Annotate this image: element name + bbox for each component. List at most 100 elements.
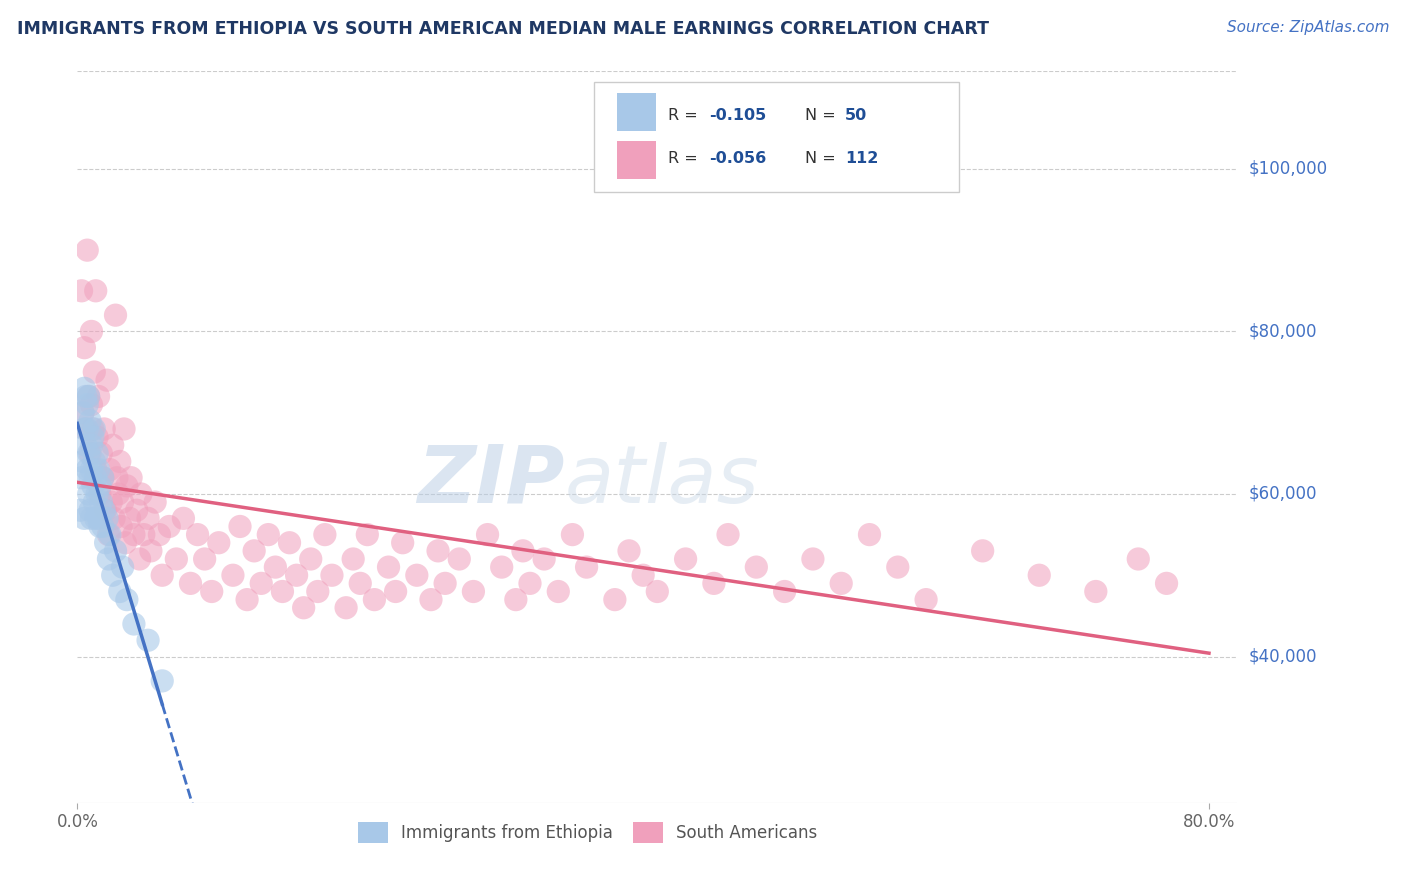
Point xyxy=(73,422,96,436)
Point xyxy=(335,600,357,615)
Point xyxy=(222,568,245,582)
Point xyxy=(84,284,107,298)
Point xyxy=(77,487,100,501)
Point xyxy=(79,471,101,485)
Point xyxy=(100,495,122,509)
Text: Source: ZipAtlas.com: Source: ZipAtlas.com xyxy=(1226,20,1389,35)
Text: 112: 112 xyxy=(845,151,879,166)
Text: -0.105: -0.105 xyxy=(710,108,766,123)
Point xyxy=(101,568,124,582)
Point xyxy=(89,479,111,493)
Point xyxy=(75,438,97,452)
Point xyxy=(104,544,127,558)
Text: 50: 50 xyxy=(845,108,868,123)
Point xyxy=(101,438,124,452)
Point xyxy=(98,462,121,476)
Point xyxy=(745,560,768,574)
Point xyxy=(150,673,173,688)
Point xyxy=(83,454,105,468)
Point xyxy=(1084,584,1107,599)
Point xyxy=(72,406,94,420)
Point xyxy=(96,511,118,525)
Point xyxy=(363,592,385,607)
Point xyxy=(773,584,796,599)
Point xyxy=(165,552,187,566)
Point xyxy=(236,592,259,607)
Point xyxy=(82,479,104,493)
Point xyxy=(105,471,128,485)
Point xyxy=(285,568,308,582)
Point xyxy=(463,584,485,599)
Point xyxy=(80,462,103,476)
Point xyxy=(122,527,145,541)
Point xyxy=(519,576,541,591)
Point xyxy=(73,381,96,395)
Point xyxy=(150,568,173,582)
Text: -0.056: -0.056 xyxy=(710,151,766,166)
Point xyxy=(104,308,127,322)
Point xyxy=(89,519,111,533)
Point xyxy=(617,544,640,558)
Point xyxy=(179,576,201,591)
Point xyxy=(292,600,315,615)
Point xyxy=(93,422,115,436)
Text: R =: R = xyxy=(668,151,703,166)
Point xyxy=(103,511,125,525)
Point xyxy=(80,438,103,452)
Point xyxy=(157,519,180,533)
Point xyxy=(561,527,583,541)
Point xyxy=(87,462,110,476)
Point xyxy=(76,398,98,412)
Point xyxy=(87,511,110,525)
Point xyxy=(717,527,740,541)
Point xyxy=(80,398,103,412)
Point xyxy=(278,535,301,549)
Point xyxy=(356,527,378,541)
Point xyxy=(377,560,399,574)
Point xyxy=(82,430,104,444)
Point xyxy=(90,446,112,460)
Point xyxy=(69,503,91,517)
Point xyxy=(79,503,101,517)
Point xyxy=(91,471,114,485)
Point xyxy=(405,568,427,582)
Point xyxy=(703,576,725,591)
Point xyxy=(86,430,108,444)
Text: R =: R = xyxy=(668,108,703,123)
Point xyxy=(491,560,513,574)
Point xyxy=(434,576,457,591)
Point xyxy=(243,544,266,558)
Point xyxy=(70,471,93,485)
Point xyxy=(77,389,100,403)
Point xyxy=(229,519,252,533)
Point xyxy=(82,422,104,436)
Point xyxy=(384,584,406,599)
Point xyxy=(97,552,120,566)
Point xyxy=(342,552,364,566)
Point xyxy=(79,414,101,428)
Point xyxy=(194,552,217,566)
Text: $80,000: $80,000 xyxy=(1249,322,1317,341)
Point xyxy=(1156,576,1178,591)
Point xyxy=(115,592,138,607)
Point xyxy=(108,584,131,599)
Point xyxy=(90,495,112,509)
Point xyxy=(505,592,527,607)
Point xyxy=(125,503,148,517)
Point xyxy=(449,552,471,566)
Text: ZIP: ZIP xyxy=(418,442,565,520)
Text: N =: N = xyxy=(804,108,841,123)
Point xyxy=(97,527,120,541)
Point xyxy=(972,544,994,558)
Point xyxy=(98,527,121,541)
Point xyxy=(132,527,155,541)
Point xyxy=(73,511,96,525)
Point xyxy=(858,527,880,541)
Text: N =: N = xyxy=(804,151,841,166)
Point xyxy=(250,576,273,591)
Point xyxy=(143,495,166,509)
Point xyxy=(1028,568,1050,582)
Point xyxy=(108,454,131,468)
Point xyxy=(89,487,111,501)
Point xyxy=(76,243,98,257)
